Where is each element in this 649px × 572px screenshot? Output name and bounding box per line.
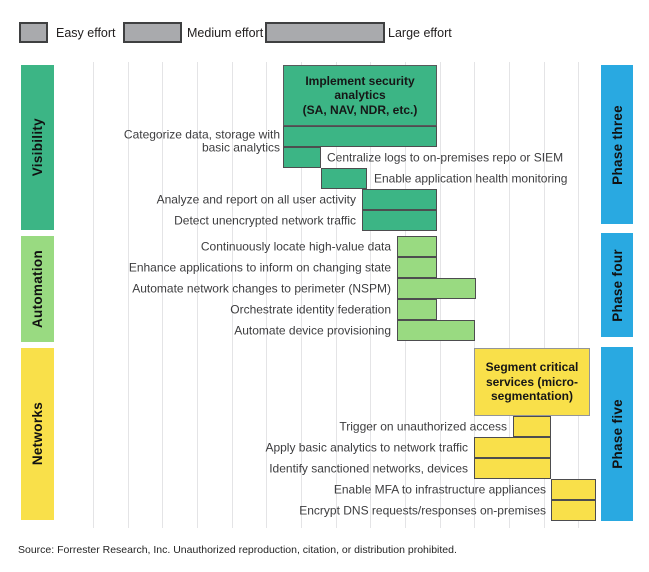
task-label: Enable application health monitoring <box>374 170 568 185</box>
task-label: Orchestrate identity federation <box>230 301 391 316</box>
milestone-box: Segment critical services (micro- segmen… <box>474 348 590 416</box>
task-bar <box>362 189 437 210</box>
task-bar <box>551 500 596 521</box>
phase-phase-four: Phase four <box>601 233 633 337</box>
task-label: Identify sanctioned networks, devices <box>269 460 468 475</box>
gridline <box>335 62 337 528</box>
task-bar <box>283 126 437 147</box>
task-label: Continuously locate high-value data <box>200 238 391 253</box>
gridline <box>543 62 545 528</box>
legend-swatch-large <box>265 22 385 43</box>
task-label: Automate network changes to perimeter (N… <box>132 280 391 295</box>
gridline <box>127 62 129 528</box>
task-label: Enhance applications to inform on changi… <box>128 259 391 274</box>
phase-phase-three: Phase three <box>601 65 633 224</box>
gridline <box>266 62 268 528</box>
task-label: Apply basic analytics to network traffic <box>265 439 468 454</box>
task-bar <box>397 236 437 257</box>
gridline <box>370 62 372 528</box>
category-label: Automation <box>30 250 45 328</box>
task-bar <box>283 147 321 168</box>
task-bar <box>513 416 551 437</box>
task-bar <box>397 278 476 299</box>
legend-label-large: Large effort <box>388 26 452 40</box>
category-automation: Automation <box>21 236 54 342</box>
task-bar <box>362 210 437 231</box>
phase-label: Phase five <box>609 399 625 469</box>
phase-label: Phase three <box>609 104 625 185</box>
task-bar <box>397 257 437 278</box>
gridline <box>300 62 302 528</box>
task-bar <box>474 458 551 479</box>
task-bar <box>397 320 475 341</box>
task-label: Categorize data, storage with basic anal… <box>123 127 280 155</box>
legend-label-medium: Medium effort <box>187 26 264 40</box>
gridline <box>508 62 510 528</box>
task-label: Centralize logs to on-premises repo or S… <box>327 149 564 164</box>
task-label: Trigger on unauthorized access <box>339 418 507 433</box>
gridline <box>93 62 94 528</box>
legend-label-easy: Easy effort <box>56 26 116 40</box>
task-bar <box>397 299 437 320</box>
milestone-box: Implement security analytics (SA, NAV, N… <box>283 65 437 126</box>
category-networks: Networks <box>21 348 54 520</box>
task-label: Analyze and report on all user activity <box>156 191 356 206</box>
task-label: Encrypt DNS requests/responses on-premis… <box>299 502 546 517</box>
gridline <box>162 62 164 528</box>
phase-phase-five: Phase five <box>601 347 633 521</box>
phase-label: Phase four <box>609 248 625 322</box>
task-label: Enable MFA to infrastructure appliances <box>333 481 546 496</box>
legend-swatch-easy <box>19 22 48 43</box>
task-bar <box>321 168 367 189</box>
category-label: Visibility <box>30 118 45 177</box>
category-label: Networks <box>30 402 45 466</box>
gridline <box>578 62 580 528</box>
gridline <box>196 62 198 528</box>
task-label: Detect unencrypted network traffic <box>174 212 356 227</box>
source-note: Source: Forrester Research, Inc. Unautho… <box>18 544 457 556</box>
gridline <box>231 62 233 528</box>
task-label: Automate device provisioning <box>234 322 391 337</box>
legend-swatch-medium <box>123 22 182 43</box>
task-bar <box>474 437 551 458</box>
task-bar <box>551 479 596 500</box>
category-visibility: Visibility <box>21 65 54 230</box>
